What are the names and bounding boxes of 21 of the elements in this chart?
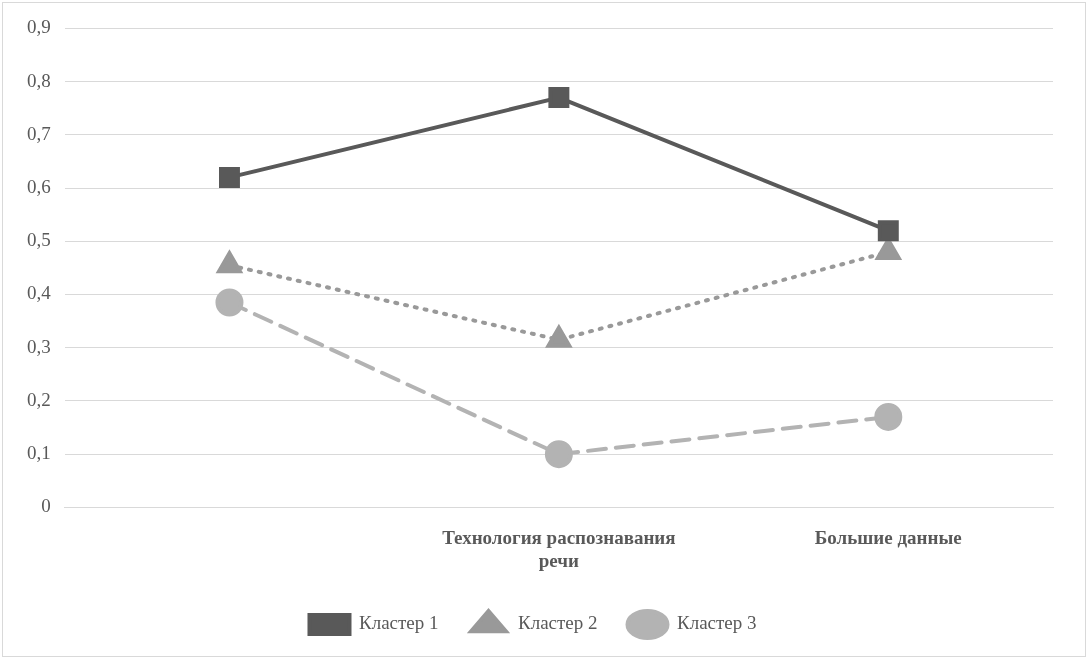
point — [218, 166, 240, 188]
y-tick-label: 0 — [41, 495, 51, 517]
y-tick-label: 0,2 — [27, 388, 51, 410]
point — [215, 288, 244, 317]
y-tick-label: 0,7 — [27, 122, 51, 144]
legend-label: Кластер 2 — [518, 612, 598, 634]
y-tick-label: 0,3 — [27, 335, 51, 357]
x-tick-label: Большие данные — [814, 526, 962, 548]
y-tick-label: 0,4 — [27, 282, 52, 304]
y-tick-label: 0,9 — [27, 16, 51, 38]
y-tick-label: 0,8 — [27, 69, 51, 91]
point — [877, 220, 899, 242]
point — [548, 87, 570, 109]
x-tick-label: Технология распознавания речи — [442, 526, 676, 571]
y-tick-label: 0,6 — [27, 176, 51, 198]
point — [544, 440, 573, 469]
y-tick-label: 0,1 — [27, 442, 51, 464]
point — [874, 402, 903, 431]
y-tick-label: 0,5 — [27, 229, 51, 251]
legend-label: Кластер 3 — [677, 612, 757, 634]
legend-label: Кластер 1 — [358, 612, 439, 634]
